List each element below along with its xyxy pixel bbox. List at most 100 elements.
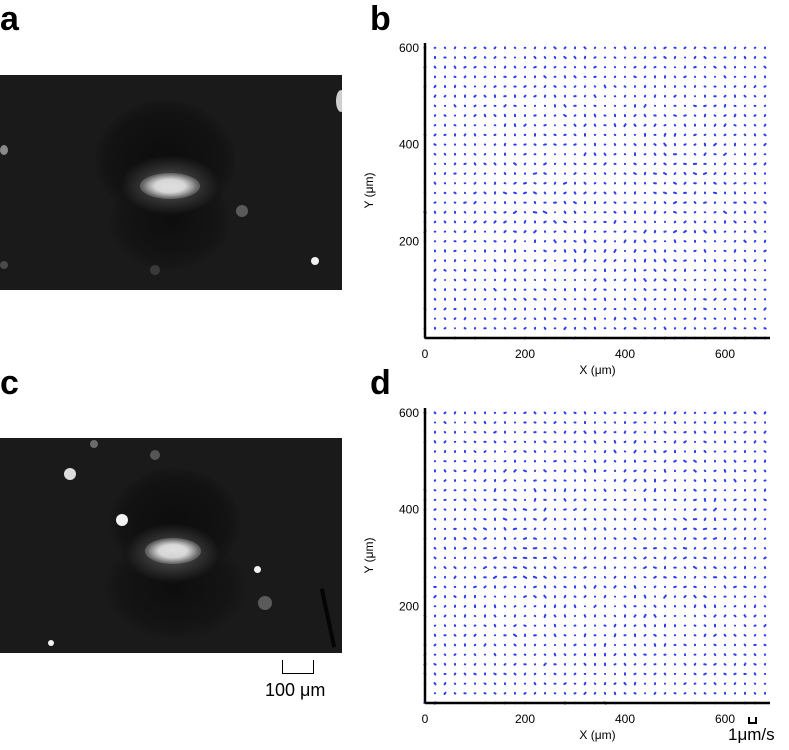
velocity-vector: [493, 508, 497, 511]
velocity-vector: [583, 46, 587, 50]
velocity-vector: [543, 613, 547, 618]
velocity-vector: [703, 240, 707, 243]
velocity-vector: [643, 65, 647, 69]
velocity-vector: [673, 259, 677, 262]
bead: [150, 265, 160, 275]
velocity-vector: [653, 259, 657, 263]
velocity-vector: [463, 604, 467, 608]
velocity-vector: [713, 653, 717, 657]
velocity-vector: [493, 643, 497, 647]
velocity-vector: [533, 298, 537, 301]
velocity-vector: [683, 459, 687, 463]
velocity-vector: [703, 249, 707, 253]
velocity-vector: [473, 440, 477, 444]
velocity-vector: [743, 201, 747, 204]
debris: [319, 588, 337, 648]
velocity-vector: [543, 249, 547, 253]
velocity-vector: [713, 566, 717, 569]
velocity-vector: [503, 663, 507, 666]
velocity-vector: [563, 85, 567, 88]
velocity-vector: [633, 556, 637, 560]
x-tick-label: 400: [615, 712, 635, 726]
velocity-vector: [763, 65, 767, 69]
velocity-vector: [553, 143, 557, 146]
velocity-vector: [563, 55, 567, 60]
velocity-vector: [523, 297, 527, 301]
velocity-vector: [583, 527, 587, 531]
velocity-vector: [533, 691, 537, 695]
velocity-vector: [483, 537, 487, 540]
velocity-vector: [603, 191, 607, 195]
velocity-vector: [713, 181, 717, 185]
velocity-vector: [633, 672, 637, 676]
velocity-vector: [533, 317, 537, 320]
x-tick-label: 0: [422, 347, 429, 361]
velocity-vector: [443, 537, 447, 540]
velocity-vector: [473, 633, 477, 637]
velocity-vector: [663, 307, 667, 311]
velocity-vector: [633, 249, 637, 253]
velocity-vector: [643, 556, 647, 560]
velocity-vector: [503, 498, 507, 502]
velocity-vector: [603, 84, 607, 89]
velocity-vector: [733, 556, 737, 560]
velocity-vector: [563, 191, 567, 195]
velocity-vector: [483, 420, 487, 425]
velocity-vector: [723, 162, 727, 166]
velocity-vector: [753, 517, 757, 521]
velocity-vector: [583, 681, 587, 686]
velocity-vector: [513, 605, 517, 608]
velocity-vector: [633, 517, 637, 521]
velocity-vector: [563, 220, 567, 224]
velocity-vector: [633, 614, 637, 618]
velocity-vector: [533, 527, 537, 531]
velocity-vector: [583, 662, 587, 666]
velocity-vector: [703, 517, 707, 521]
velocity-vector: [563, 498, 567, 502]
velocity-vector: [563, 469, 567, 473]
velocity-vector: [593, 643, 597, 647]
velocity-vector: [693, 662, 697, 666]
velocity-vector: [553, 220, 557, 224]
velocity-vector: [703, 624, 707, 627]
velocity-vector: [743, 133, 747, 137]
velocity-vector: [433, 682, 437, 686]
panel-label-a: a: [0, 0, 19, 38]
velocity-vector: [443, 152, 447, 156]
velocity-vector: [473, 114, 477, 118]
velocity-vector: [683, 288, 687, 292]
velocity-vector: [603, 239, 607, 243]
velocity-vector: [743, 182, 747, 185]
velocity-vector: [703, 229, 707, 234]
panel-label-b: b: [370, 0, 391, 38]
velocity-vector: [703, 430, 707, 434]
velocity-vector: [643, 450, 647, 453]
velocity-vector: [643, 288, 647, 292]
velocity-vector: [643, 469, 647, 473]
velocity-vector: [663, 692, 667, 695]
velocity-vector: [633, 624, 637, 627]
velocity-vector: [433, 307, 437, 311]
velocity-vector: [443, 691, 447, 695]
velocity-vector: [643, 537, 647, 540]
velocity-vector: [523, 230, 527, 234]
velocity-vector: [503, 536, 507, 541]
velocity-vector: [663, 326, 667, 330]
velocity-vector: [633, 449, 637, 454]
velocity-vector: [453, 104, 457, 108]
velocity-vector: [533, 450, 537, 453]
velocity-vector: [643, 517, 647, 521]
velocity-vector: [443, 604, 447, 608]
velocity-vector: [663, 278, 667, 282]
velocity-vector: [453, 672, 457, 676]
velocity-vector: [522, 508, 528, 511]
velocity-vector: [502, 517, 508, 521]
velocity-vector: [583, 566, 587, 569]
velocity-vector: [573, 114, 577, 117]
velocity-vector: [473, 181, 477, 185]
velocity-vector: [733, 113, 737, 118]
velocity-vector: [463, 75, 467, 79]
velocity-vector: [493, 56, 497, 59]
velocity-vector: [573, 268, 577, 272]
velocity-vector: [503, 546, 507, 550]
